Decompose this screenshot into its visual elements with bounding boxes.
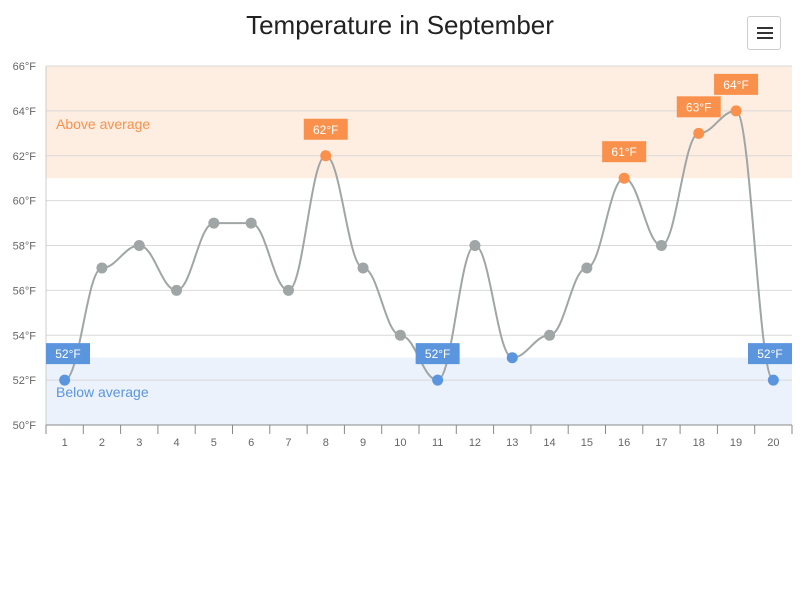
hamburger-menu-icon [757, 27, 773, 29]
x-tick-label: 4 [173, 437, 179, 449]
x-tick-label: 2 [99, 437, 105, 449]
data-label: 52°F [415, 343, 460, 365]
x-tick-label: 3 [136, 437, 142, 449]
hamburger-menu-icon-line [757, 32, 773, 34]
x-tick-label: 7 [285, 437, 291, 449]
data-label-text: 52°F [425, 347, 450, 361]
x-tick-label: 6 [248, 437, 254, 449]
data-point[interactable] [394, 329, 406, 341]
data-point[interactable] [655, 240, 667, 251]
data-label-text: 62°F [313, 123, 338, 137]
x-tick-label: 16 [618, 437, 630, 449]
data-point[interactable] [767, 374, 779, 386]
data-point[interactable] [320, 150, 332, 162]
data-label-text: 63°F [686, 100, 711, 114]
data-point[interactable] [506, 352, 518, 364]
x-tick-label: 8 [323, 437, 329, 449]
data-point[interactable] [245, 217, 257, 229]
x-tick-label: 1 [62, 437, 68, 449]
y-tick-label: 50°F [13, 420, 37, 432]
data-point[interactable] [133, 240, 145, 251]
plot-band-label-below: Below average [56, 384, 149, 400]
y-tick-label: 54°F [13, 330, 37, 342]
data-label: 61°F [602, 141, 647, 163]
data-point[interactable] [469, 240, 481, 251]
hamburger-menu-icon-line [757, 37, 773, 39]
y-tick-label: 60°F [13, 196, 37, 208]
data-point[interactable] [693, 127, 705, 139]
y-tick-label: 66°F [13, 61, 37, 73]
y-tick-label: 56°F [13, 285, 37, 297]
data-point[interactable] [618, 172, 630, 184]
data-label: 52°F [748, 343, 792, 365]
chart-menu-button[interactable] [747, 16, 781, 50]
x-tick-label: 19 [730, 437, 742, 449]
data-point[interactable] [208, 217, 220, 229]
data-point[interactable] [282, 284, 294, 296]
x-tick-label: 15 [581, 437, 593, 449]
x-tick-label: 11 [432, 437, 443, 449]
y-tick-label: 58°F [13, 241, 37, 253]
x-tick-label: 13 [506, 437, 518, 449]
x-tick-label: 10 [394, 437, 406, 449]
x-tick-label: 14 [543, 437, 555, 449]
data-label: 62°F [303, 118, 348, 140]
data-label: 64°F [714, 73, 759, 95]
data-label-text: 52°F [55, 347, 80, 361]
data-label-text: 61°F [611, 145, 636, 159]
data-point[interactable] [171, 284, 183, 296]
data-point[interactable] [96, 262, 108, 274]
data-point[interactable] [432, 374, 444, 386]
data-point[interactable] [581, 262, 593, 274]
y-tick-label: 62°F [13, 151, 37, 163]
data-label-text: 64°F [723, 78, 748, 92]
data-point[interactable] [59, 374, 71, 386]
x-tick-label: 17 [655, 437, 667, 449]
x-tick-label: 5 [211, 437, 217, 449]
x-tick-label: 18 [693, 437, 705, 449]
chart-title: Temperature in September [246, 10, 554, 40]
data-label: 52°F [46, 343, 90, 365]
data-label-text: 52°F [757, 347, 782, 361]
plot-band-label-above: Above average [56, 116, 150, 132]
y-tick-label: 64°F [13, 106, 37, 118]
x-tick-label: 12 [469, 437, 481, 449]
plot-band-below [46, 357, 792, 425]
data-point[interactable] [544, 329, 556, 341]
x-tick-label: 9 [360, 437, 366, 449]
x-tick-label: 20 [767, 437, 779, 449]
data-point[interactable] [730, 105, 742, 117]
data-label: 63°F [676, 96, 721, 118]
data-point[interactable] [357, 262, 369, 274]
y-tick-label: 52°F [13, 375, 37, 387]
plot-band-above [46, 66, 792, 179]
